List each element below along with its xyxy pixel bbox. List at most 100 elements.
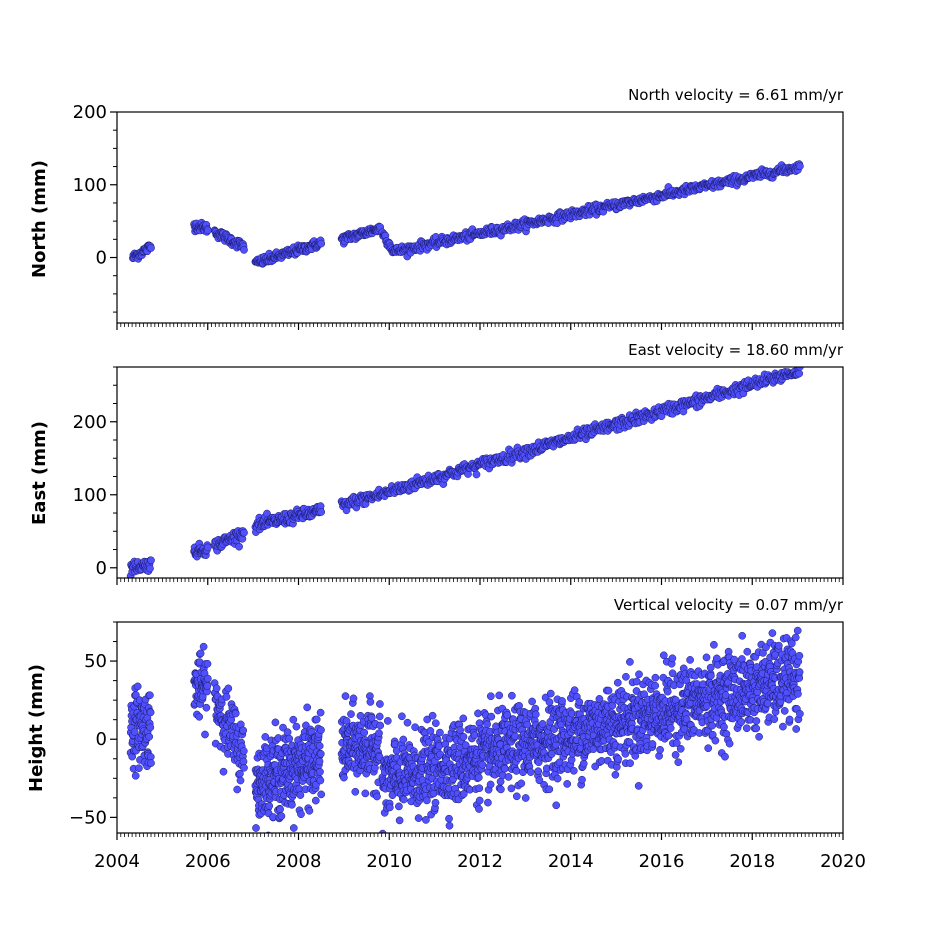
- data-point: [340, 773, 348, 782]
- data-point: [279, 723, 287, 732]
- height-panel: Vertical velocity = 0.07 mm/yr Height (m…: [26, 596, 866, 872]
- data-point: [375, 752, 384, 761]
- data-point: [742, 724, 751, 733]
- data-point: [526, 768, 535, 776]
- data-point: [552, 801, 561, 810]
- data-point: [203, 682, 212, 690]
- data-point: [383, 717, 392, 725]
- data-point: [737, 718, 746, 726]
- north-panel: North velocity = 6.61 mm/yr North (mm) 0…: [29, 86, 844, 330]
- y-tick-label: 100: [73, 175, 107, 196]
- data-point: [651, 673, 660, 682]
- data-point: [604, 686, 613, 695]
- data-point: [730, 655, 739, 664]
- data-point: [292, 722, 301, 731]
- x-tick-label: 2012: [457, 851, 503, 872]
- data-point: [459, 714, 468, 723]
- data-point: [547, 750, 556, 758]
- data-point: [625, 738, 634, 747]
- data-point: [640, 690, 648, 699]
- data-point: [399, 795, 408, 804]
- data-point: [145, 732, 154, 741]
- data-point: [752, 724, 761, 733]
- east-ylabel: East (mm): [29, 421, 50, 525]
- data-point: [546, 689, 555, 698]
- data-point: [569, 766, 578, 775]
- x-tick-label: 2016: [639, 851, 685, 872]
- data-point: [391, 740, 399, 749]
- data-point: [202, 703, 211, 712]
- data-point: [682, 715, 691, 724]
- data-point: [663, 687, 672, 696]
- data-point: [265, 802, 274, 810]
- data-point: [315, 742, 324, 750]
- data-point: [702, 653, 711, 662]
- data-point: [367, 713, 376, 722]
- data-point: [621, 749, 630, 758]
- data-point: [131, 771, 140, 780]
- data-point: [224, 684, 233, 693]
- data-point: [317, 239, 326, 248]
- data-point: [487, 712, 496, 721]
- data-point: [296, 791, 305, 799]
- data-point: [133, 682, 142, 691]
- data-point: [538, 720, 547, 728]
- data-point: [431, 719, 440, 728]
- north-velocity-title: North velocity = 6.61 mm/yr: [628, 86, 844, 104]
- data-point: [545, 698, 554, 707]
- data-point: [531, 710, 540, 719]
- data-point: [794, 690, 802, 698]
- data-point: [611, 770, 620, 779]
- data-point: [399, 735, 408, 744]
- data-point: [711, 736, 720, 745]
- data-point: [240, 528, 248, 537]
- data-point: [686, 656, 694, 664]
- data-point: [475, 796, 484, 805]
- data-point: [545, 785, 554, 794]
- data-point: [203, 659, 212, 668]
- data-point: [199, 642, 208, 651]
- data-point: [285, 734, 294, 743]
- data-point: [626, 759, 634, 768]
- data-point: [146, 723, 155, 732]
- data-point: [632, 677, 641, 686]
- data-point: [312, 715, 321, 724]
- data-point: [796, 709, 804, 718]
- data-point: [622, 672, 630, 681]
- data-point: [316, 750, 325, 758]
- data-point: [445, 821, 454, 830]
- north-points: [129, 160, 804, 268]
- data-point: [497, 785, 505, 794]
- y-tick-label: 200: [73, 102, 107, 123]
- data-point: [706, 663, 715, 672]
- data-point: [779, 722, 787, 731]
- data-point: [303, 703, 312, 712]
- data-point: [203, 226, 212, 235]
- data-point: [795, 668, 804, 676]
- data-point: [445, 814, 453, 823]
- data-point: [743, 647, 752, 656]
- height-ylabel: Height (mm): [26, 664, 47, 792]
- data-point: [795, 651, 804, 660]
- data-point: [676, 744, 685, 753]
- data-point: [578, 775, 586, 784]
- data-point: [347, 710, 355, 718]
- data-point: [277, 812, 286, 820]
- data-point: [385, 803, 394, 812]
- east-velocity-title: East velocity = 18.60 mm/yr: [628, 341, 844, 359]
- data-point: [233, 785, 242, 794]
- east-points: [126, 367, 804, 578]
- data-point: [503, 711, 512, 719]
- data-point: [475, 805, 483, 813]
- data-point: [579, 759, 588, 768]
- x-tick-label: 2006: [185, 851, 231, 872]
- data-point: [504, 773, 513, 781]
- data-point: [431, 798, 440, 807]
- data-point: [570, 686, 579, 695]
- data-point: [436, 728, 444, 737]
- data-point: [795, 369, 804, 378]
- data-point: [563, 780, 572, 788]
- data-point: [796, 367, 804, 371]
- data-point: [376, 721, 385, 730]
- data-point: [511, 732, 519, 741]
